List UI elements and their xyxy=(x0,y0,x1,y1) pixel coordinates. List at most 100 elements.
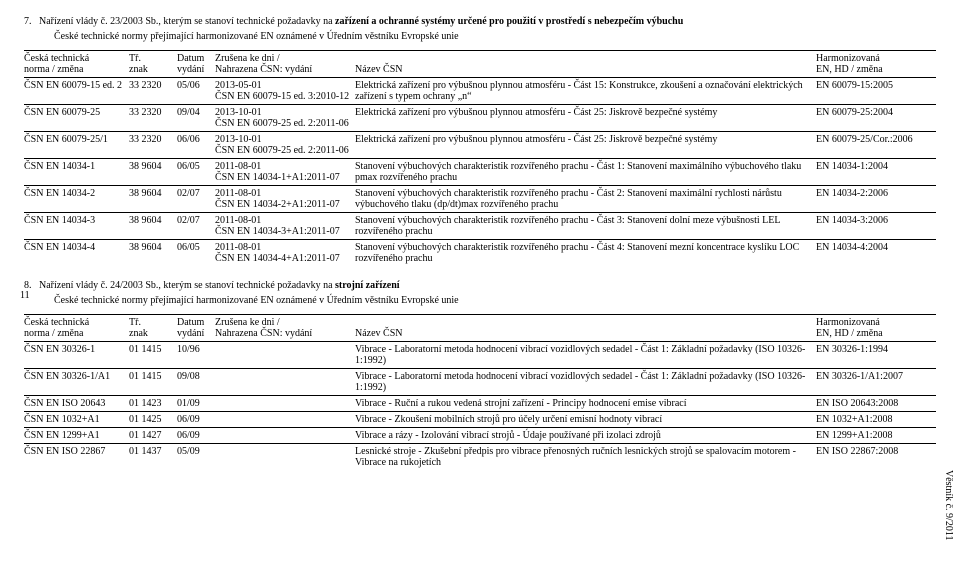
cell-c3: 05/09 xyxy=(177,444,215,471)
cell-c4: 2011-08-01ČSN EN 14034-4+A1:2011-07 xyxy=(215,240,355,267)
cell-c1: ČSN EN 60079-25/1 xyxy=(24,132,129,159)
cell-c2: 38 9604 xyxy=(129,159,177,186)
cell-c3: 06/06 xyxy=(177,132,215,159)
cell-c2: 33 2320 xyxy=(129,132,177,159)
cell-c4 xyxy=(215,428,355,444)
cell-c2: 01 1425 xyxy=(129,412,177,428)
th2-znak: Tř.znak xyxy=(129,315,177,342)
cell-c1: ČSN EN ISO 22867 xyxy=(24,444,129,471)
table-row: ČSN EN 14034-138 960406/052011-08-01ČSN … xyxy=(24,159,936,186)
cell-c1: ČSN EN 14034-3 xyxy=(24,213,129,240)
cell-c2: 01 1415 xyxy=(129,369,177,396)
table-row: ČSN EN 14034-238 960402/072011-08-01ČSN … xyxy=(24,186,936,213)
table-row: ČSN EN 60079-15 ed. 233 232005/062013-05… xyxy=(24,78,936,105)
cell-c4: 2013-10-01ČSN EN 60079-25 ed. 2:2011-06 xyxy=(215,105,355,132)
th2-zrusena: Zrušena ke dni /Nahrazena ČSN: vydání xyxy=(215,315,355,342)
cell-c4 xyxy=(215,369,355,396)
cell-c2: 33 2320 xyxy=(129,105,177,132)
section1-sub: České technické normy přejímající harmon… xyxy=(54,31,936,42)
cell-c6: EN 60079-25/Cor.:2006 xyxy=(816,132,936,159)
cell-c5: Stanovení výbuchových charakteristik roz… xyxy=(355,186,816,213)
cell-c4: 2013-10-01ČSN EN 60079-25 ed. 2:2011-06 xyxy=(215,132,355,159)
cell-c4: 2013-05-01ČSN EN 60079-15 ed. 3:2010-12 xyxy=(215,78,355,105)
table-row: ČSN EN ISO 2064301 142301/09 Vibrace - Ru… xyxy=(24,396,936,412)
cell-c4: 2011-08-01ČSN EN 14034-1+A1:2011-07 xyxy=(215,159,355,186)
cell-c5: Vibrace a rázy - Izolování vibrací stroj… xyxy=(355,428,816,444)
cell-c5: Elektrická zařízení pro výbušnou plynnou… xyxy=(355,132,816,159)
cell-c2: 01 1423 xyxy=(129,396,177,412)
cell-c3: 02/07 xyxy=(177,186,215,213)
cell-c3: 09/08 xyxy=(177,369,215,396)
cell-c5: Stanovení výbuchových charakteristik roz… xyxy=(355,213,816,240)
cell-c4 xyxy=(215,444,355,471)
cell-c4: 2011-08-01ČSN EN 14034-2+A1:2011-07 xyxy=(215,186,355,213)
cell-c2: 38 9604 xyxy=(129,186,177,213)
th-harm: HarmonizovanáEN, HD / změna xyxy=(816,51,936,78)
cell-c6: EN 14034-1:2004 xyxy=(816,159,936,186)
cell-c6: EN 14034-4:2004 xyxy=(816,240,936,267)
table1: Česká technickánorma / změna Tř.znak Dat… xyxy=(24,50,936,266)
cell-c2: 01 1415 xyxy=(129,342,177,369)
section2-sub: České technické normy přejímající harmon… xyxy=(54,295,936,306)
cell-c3: 06/09 xyxy=(177,412,215,428)
table-row: ČSN EN 60079-25/133 232006/062013-10-01Č… xyxy=(24,132,936,159)
cell-c1: ČSN EN 60079-25 xyxy=(24,105,129,132)
table-row: ČSN EN 1032+A101 142506/09 Vibrace - Zkou… xyxy=(24,412,936,428)
cell-c5: Vibrace - Zkoušení mobilních strojů pro … xyxy=(355,412,816,428)
th-nazev: Název ČSN xyxy=(355,51,816,78)
table2: Česká technickánorma / změna Tř.znak Dat… xyxy=(24,314,936,470)
cell-c3: 05/06 xyxy=(177,78,215,105)
table-row: ČSN EN 30326-1/A101 141509/08Vibrace - L… xyxy=(24,369,936,396)
cell-c2: 38 9604 xyxy=(129,240,177,267)
table-row: ČSN EN 14034-438 960406/052011-08-01ČSN … xyxy=(24,240,936,267)
page-number: 11 xyxy=(20,290,30,301)
cell-c4: 2011-08-01ČSN EN 14034-3+A1:2011-07 xyxy=(215,213,355,240)
cell-c3: 06/09 xyxy=(177,428,215,444)
cell-c1: ČSN EN 60079-15 ed. 2 xyxy=(24,78,129,105)
th-znak: Tř.znak xyxy=(129,51,177,78)
th2-datum: Datumvydání xyxy=(177,315,215,342)
table-row: ČSN EN 30326-101 141510/96 Vibrace - Labo… xyxy=(24,342,936,369)
cell-c1: ČSN EN 14034-4 xyxy=(24,240,129,267)
cell-c6: EN 60079-25:2004 xyxy=(816,105,936,132)
cell-c6: EN 30326-1:1994 xyxy=(816,342,936,369)
cell-c3: 06/05 xyxy=(177,159,215,186)
table-row: ČSN EN 1299+A101 142706/09Vibrace a rázy… xyxy=(24,428,936,444)
cell-c5: Elektrická zařízení pro výbušnou plynnou… xyxy=(355,105,816,132)
cell-c5: Vibrace - Ruční a rukou vedená strojní z… xyxy=(355,396,816,412)
cell-c5: Stanovení výbuchových charakteristik roz… xyxy=(355,240,816,267)
section1-heading: 7. Nařízení vlády č. 23/2003 Sb., kterým… xyxy=(24,16,936,27)
cell-c1: ČSN EN 14034-2 xyxy=(24,186,129,213)
cell-c6: EN 1032+A1:2008 xyxy=(816,412,936,428)
cell-c6: EN 30326-1/A1:2007 xyxy=(816,369,936,396)
section2-heading: 8. Nařízení vlády č. 24/2003 Sb., kterým… xyxy=(24,280,936,291)
cell-c3: 02/07 xyxy=(177,213,215,240)
cell-c6: EN 60079-15:2005 xyxy=(816,78,936,105)
cell-c2: 33 2320 xyxy=(129,78,177,105)
cell-c6: EN 1299+A1:2008 xyxy=(816,428,936,444)
th2-csn: Česká technickánorma / změna xyxy=(24,315,129,342)
cell-c3: 01/09 xyxy=(177,396,215,412)
cell-c6: EN ISO 22867:2008 xyxy=(816,444,936,471)
cell-c2: 01 1437 xyxy=(129,444,177,471)
cell-c4 xyxy=(215,412,355,428)
cell-c5: Vibrace - Laboratorní metoda hodnocení v… xyxy=(355,342,816,369)
cell-c2: 38 9604 xyxy=(129,213,177,240)
cell-c1: ČSN EN 1299+A1 xyxy=(24,428,129,444)
cell-c1: ČSN EN 30326-1 xyxy=(24,342,129,369)
cell-c1: ČSN EN 14034-1 xyxy=(24,159,129,186)
th-csn: Česká technickánorma / změna xyxy=(24,51,129,78)
cell-c6: EN ISO 20643:2008 xyxy=(816,396,936,412)
table-row: ČSN EN 14034-338 960402/072011-08-01ČSN … xyxy=(24,213,936,240)
cell-c3: 09/04 xyxy=(177,105,215,132)
th2-nazev: Název ČSN xyxy=(355,315,816,342)
table-row: ČSN EN 60079-2533 232009/042013-10-01ČSN… xyxy=(24,105,936,132)
cell-c1: ČSN EN 1032+A1 xyxy=(24,412,129,428)
cell-c3: 10/96 xyxy=(177,342,215,369)
vertical-label: Věstník č. 9/2011 xyxy=(943,470,954,540)
th2-harm: HarmonizovanáEN, HD / změna xyxy=(816,315,936,342)
cell-c5: Vibrace - Laboratorní metoda hodnocení v… xyxy=(355,369,816,396)
cell-c3: 06/05 xyxy=(177,240,215,267)
cell-c1: ČSN EN ISO 20643 xyxy=(24,396,129,412)
cell-c4 xyxy=(215,396,355,412)
